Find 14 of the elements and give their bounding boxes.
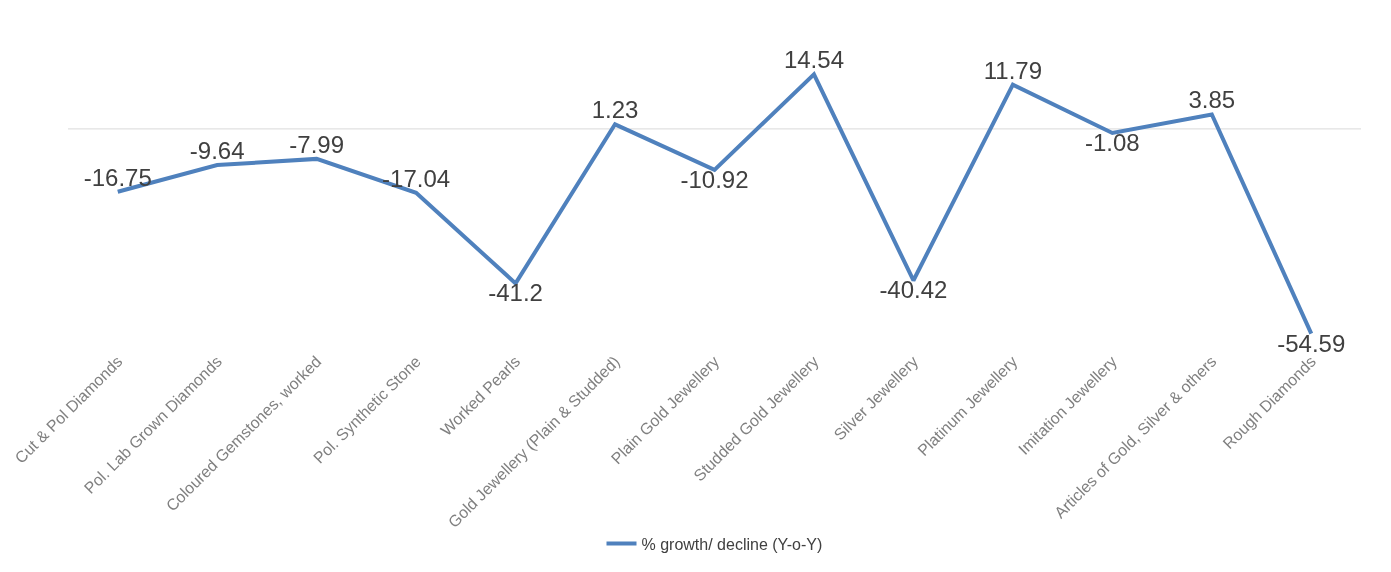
data-label: -1.08 [1085,128,1140,156]
data-label: -40.42 [879,276,948,304]
data-label: 11.79 [983,56,1043,84]
data-label: -9.64 [189,137,245,165]
data-label: 3.85 [1188,86,1236,114]
data-label: -54.59 [1277,329,1346,357]
data-label: -41.2 [488,279,543,307]
data-label: -7.99 [289,130,344,158]
data-label: -17.04 [382,164,451,192]
data-label: 14.54 [783,46,844,74]
data-label: -16.75 [83,163,152,191]
legend-label: % growth/ decline (Y-o-Y) [641,535,823,553]
data-label: 1.23 [591,96,639,124]
data-label: -10.92 [680,165,749,193]
